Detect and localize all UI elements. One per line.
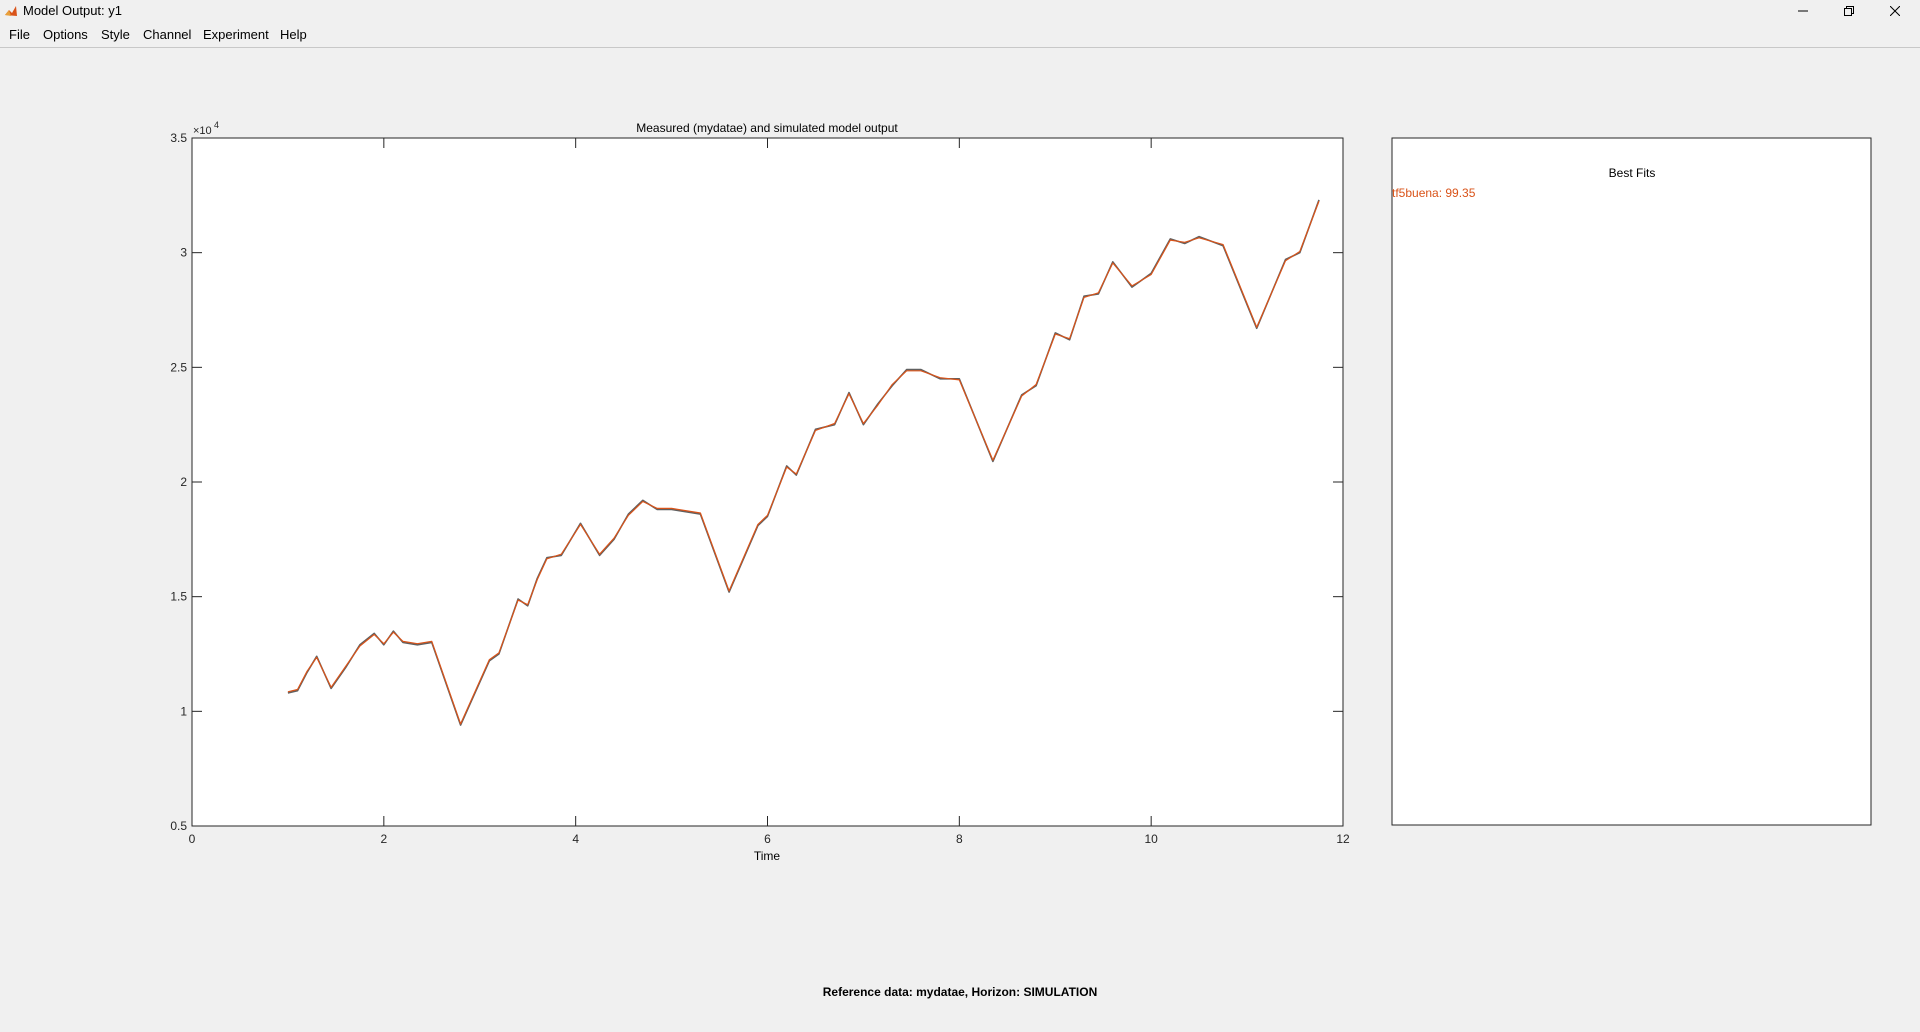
close-button[interactable] [1872,0,1918,22]
menu-help[interactable]: Help [280,27,307,42]
best-fits-box [1391,137,1872,826]
y-tick-label: 1.5 [170,590,187,604]
series-layer [287,199,1320,726]
best-fit-entry[interactable]: tf5buena: 99.35 [1392,186,1476,200]
minimize-icon [1798,10,1808,12]
y-exponent-base: ×10 [193,125,212,137]
x-tick-label: 8 [956,832,963,846]
simulated-output-line[interactable] [287,200,1320,725]
menu-file[interactable]: File [9,27,30,42]
menu-options[interactable]: Options [43,27,88,42]
reference-data-footer: Reference data: mydatae, Horizon: SIMULA… [822,985,1098,999]
y-tick-label: 0.5 [170,819,187,833]
restore-icon [1844,6,1854,16]
plot-area [191,137,1344,827]
minimize-button[interactable] [1780,0,1826,22]
menu-style[interactable]: Style [101,27,130,42]
plot-axes[interactable]: 0 2 4 6 8 10 12 0.5 1 1.5 2 2.5 3 3.5 Measured (myda… [170,120,1350,863]
y-tick-label: 3 [180,246,187,260]
x-tick-label: 4 [572,832,579,846]
menu-experiment[interactable]: Experiment [203,27,269,42]
menubar: File Options Style Channel Experiment He… [0,23,1920,48]
y-axis: 0.5 1 1.5 2 2.5 3 3.5 [170,131,1343,833]
matlab-icon [5,6,17,16]
best-fits-title: Best Fits [1609,166,1656,180]
x-axis-label: Time [754,849,781,863]
window-titlebar: Model Output: y1 [0,0,1920,22]
restore-button[interactable] [1826,0,1872,22]
y-exponent-power: 4 [214,120,219,130]
x-tick-label: 2 [380,832,387,846]
y-tick-label: 2.5 [170,360,187,374]
plot-title: Measured (mydatae) and simulated model o… [636,121,898,135]
x-tick-label: 0 [189,832,196,846]
close-icon [1890,6,1900,16]
x-tick-label: 10 [1144,832,1158,846]
x-axis: 0 2 4 6 8 10 12 [189,138,1350,846]
y-tick-label: 1 [180,704,187,718]
y-tick-label: 2 [180,475,187,489]
y-tick-label: 3.5 [170,131,187,145]
menu-channel[interactable]: Channel [143,27,192,42]
x-tick-label: 12 [1336,832,1350,846]
x-tick-label: 6 [764,832,771,846]
best-fits-panel: Best Fits tf5buena: 99.35 [1391,137,1872,826]
window-title: Model Output: y1 [23,3,122,18]
